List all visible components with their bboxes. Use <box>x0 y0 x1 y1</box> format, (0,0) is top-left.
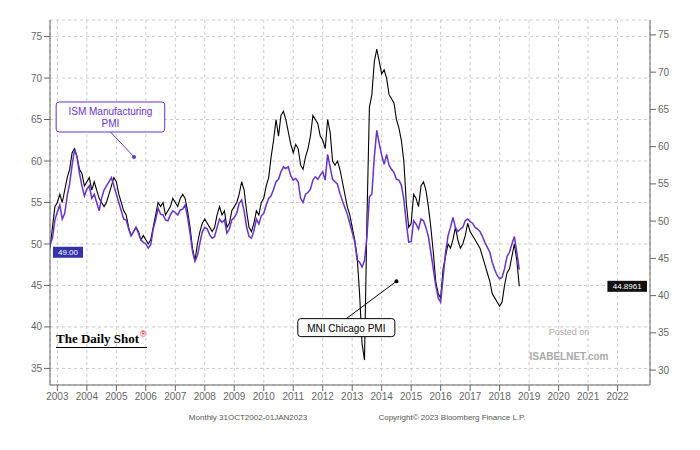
svg-text:44.8961: 44.8961 <box>613 282 642 291</box>
svg-text:2016: 2016 <box>430 391 453 402</box>
svg-text:60: 60 <box>31 156 43 167</box>
svg-text:40: 40 <box>658 290 670 301</box>
svg-text:2020: 2020 <box>547 391 570 402</box>
svg-text:65: 65 <box>658 104 670 115</box>
svg-text:30: 30 <box>658 365 670 376</box>
html-text:ISABELNET.com: ISABELNET.com <box>529 351 609 363</box>
svg-text:75: 75 <box>658 29 670 40</box>
svg-text:2010: 2010 <box>253 391 276 402</box>
svg-text:45: 45 <box>31 280 43 291</box>
svg-text:55: 55 <box>658 178 670 189</box>
svg-text:ISM ManufacturingPMI: ISM ManufacturingPMI <box>68 106 152 129</box>
svg-text:2003: 2003 <box>46 391 69 402</box>
svg-text:60: 60 <box>658 141 670 152</box>
svg-text:MNI Chicago PMI: MNI Chicago PMI <box>307 323 385 334</box>
svg-text:2005: 2005 <box>105 391 128 402</box>
svg-text:2017: 2017 <box>459 391 482 402</box>
svg-text:40: 40 <box>31 321 43 332</box>
svg-text:2014: 2014 <box>371 391 394 402</box>
html-text:The Daily Shot®: The Daily Shot® <box>56 329 147 347</box>
svg-text:75: 75 <box>31 31 43 42</box>
svg-text:2015: 2015 <box>400 391 423 402</box>
svg-text:45: 45 <box>658 253 670 264</box>
svg-text:2011: 2011 <box>282 391 304 402</box>
html-text:Posted on: Posted on <box>548 326 590 337</box>
html-text:Monthly 31OCT2002-01JAN2023: Monthly 31OCT2002-01JAN2023 <box>188 413 308 422</box>
svg-text:2018: 2018 <box>489 391 512 402</box>
svg-text:55: 55 <box>31 197 43 208</box>
svg-text:2013: 2013 <box>341 391 364 402</box>
svg-text:2012: 2012 <box>312 391 335 402</box>
svg-text:2021: 2021 <box>577 391 600 402</box>
svg-text:70: 70 <box>31 73 43 84</box>
svg-text:2022: 2022 <box>606 391 629 402</box>
svg-text:65: 65 <box>31 114 43 125</box>
svg-text:2008: 2008 <box>194 391 217 402</box>
svg-text:2019: 2019 <box>518 391 541 402</box>
svg-text:50: 50 <box>658 216 670 227</box>
svg-text:2009: 2009 <box>223 391 246 402</box>
svg-text:35: 35 <box>31 363 43 374</box>
svg-text:35: 35 <box>658 327 670 338</box>
svg-text:49.00: 49.00 <box>58 248 79 257</box>
svg-text:2004: 2004 <box>76 391 99 402</box>
svg-text:70: 70 <box>658 67 670 78</box>
svg-text:50: 50 <box>31 239 43 250</box>
html-text:Copyright© 2023 Bloomberg Fina: Copyright© 2023 Bloomberg Finance L.P. <box>378 413 526 422</box>
svg-text:2007: 2007 <box>164 391 187 402</box>
svg-text:2006: 2006 <box>135 391 158 402</box>
